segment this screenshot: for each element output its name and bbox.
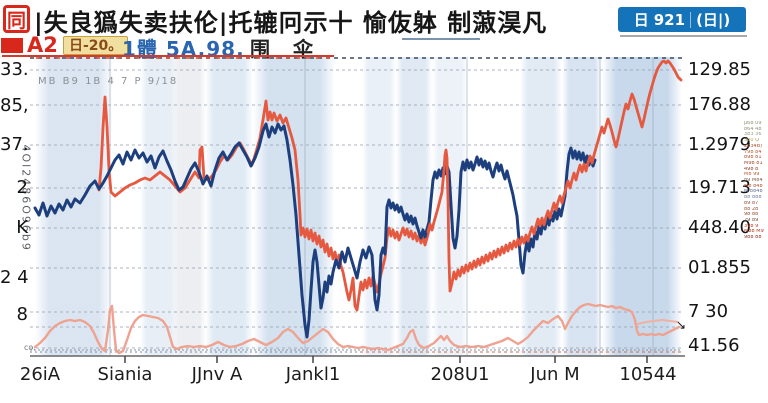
y-axis-label-right: 7 30: [688, 301, 729, 322]
x-axis-label: Siania: [97, 364, 153, 385]
period-chip[interactable]: 日-20。: [63, 36, 129, 55]
corner-note: co.: [24, 343, 36, 352]
watchlist-row: 98 88: [744, 212, 759, 218]
background-band: [172, 57, 206, 356]
app-logo: 同: [3, 5, 30, 33]
series-salmon-strand: [637, 319, 679, 325]
y-axis-label-left: 85,: [0, 95, 29, 116]
y-axis-label-left: 37.: [0, 134, 29, 155]
y-axis-label-right: 129.85: [688, 59, 751, 80]
watchlist-row: 2634B): [744, 143, 763, 149]
badge-value: 921: [653, 10, 686, 29]
chart-overlay-text: MB B9 1B 4 7 P 9/18: [38, 76, 179, 87]
y-axis-label-left: 8: [16, 304, 28, 325]
watchlist-row: 383 36: [744, 132, 762, 138]
watchlist-row: M8 99: [744, 172, 760, 178]
y-axis-label-left: 2: [16, 177, 28, 198]
badge-underline: [620, 35, 747, 37]
y-axis-label-right: 448.40: [688, 217, 751, 238]
logo-glyph: 同: [6, 10, 26, 32]
calendar-icon: 日: [633, 11, 649, 29]
interval-badge-button[interactable]: 日 921 (日|): [618, 7, 746, 32]
watchlist-row: M8 848: [744, 183, 763, 189]
y-axis-label-right: 41.56: [688, 335, 740, 356]
background-band: [205, 57, 253, 356]
watchlist-row: M 8848: [744, 189, 763, 195]
watchlist-row: 29 89: [744, 217, 759, 223]
x-axis-label: JJnv A: [191, 364, 243, 385]
watchlist-row: 88 28: [744, 206, 759, 212]
badge-suffix: (日|): [696, 11, 731, 29]
subheader-text: 围 伞: [250, 37, 321, 61]
background-band: [140, 57, 178, 356]
red-marker-block: [1, 38, 23, 53]
x-axis-label: 10544: [619, 364, 677, 385]
watchlist-row: 864 48: [744, 126, 762, 132]
subheader-underline: [2, 55, 334, 57]
badge-divider: [690, 11, 692, 28]
x-axis-label: 26iA: [19, 364, 61, 385]
watchlist-row: 798 84: [744, 149, 762, 155]
y-axis-label-right: 19.713: [688, 177, 751, 198]
watchlist-row: µ68 09: [744, 121, 762, 126]
x-axis-label: Jankl1: [285, 364, 341, 385]
price-readout: 1體 5A.98.: [122, 37, 245, 61]
y-axis-label-left: 2 4: [0, 267, 29, 288]
title-underline: [402, 38, 480, 40]
page-title: |失良㺔失卖扶伦|托辘冋示十 愉伖躰 制蔋淏凡: [34, 9, 548, 36]
y-axis-label-right: 01.855: [688, 257, 751, 278]
watchlist-row: M98 81: [744, 160, 763, 166]
y-axis-label-right: 176.88: [688, 94, 751, 115]
watchlist-row: 380 Q: [744, 138, 760, 144]
background-band: [602, 57, 682, 356]
x-axis-label: Jun M: [530, 364, 580, 385]
series-salmon-indicator: [33, 302, 681, 355]
watchlist-row: 89 M84: [744, 178, 763, 184]
series-navy-price: [33, 122, 597, 339]
watchlist-row: 988 88: [744, 235, 762, 241]
watchlist-row: 498 8: [744, 166, 759, 172]
watchlist-row: 398 9: [744, 223, 759, 229]
series-coral-price-right: [426, 59, 683, 293]
series-coral-price-left: [97, 95, 431, 312]
mini-watchlist: µ68 09 864 48 383 36 380 Q 2634B) 798 84 898 8…: [744, 121, 768, 241]
arrow-icon: ↘: [676, 318, 687, 332]
watchlist-row: 89 87: [744, 200, 759, 206]
x-axis-label: 208U1: [430, 364, 490, 385]
ticker-code-label: A2: [27, 33, 58, 57]
y-axis-label-right: 1.2979: [688, 134, 751, 155]
watchlist-row: 898 81: [744, 155, 762, 161]
y-axis-label-left: K: [16, 217, 28, 238]
watchlist-row: 88 888: [744, 195, 762, 201]
background-band: [35, 57, 113, 356]
y-axis-label-left: 33.: [0, 59, 29, 80]
watchlist-row: M88 M9: [744, 229, 764, 235]
left-vertical-text: 4Ol2486O96b9: [19, 144, 33, 252]
